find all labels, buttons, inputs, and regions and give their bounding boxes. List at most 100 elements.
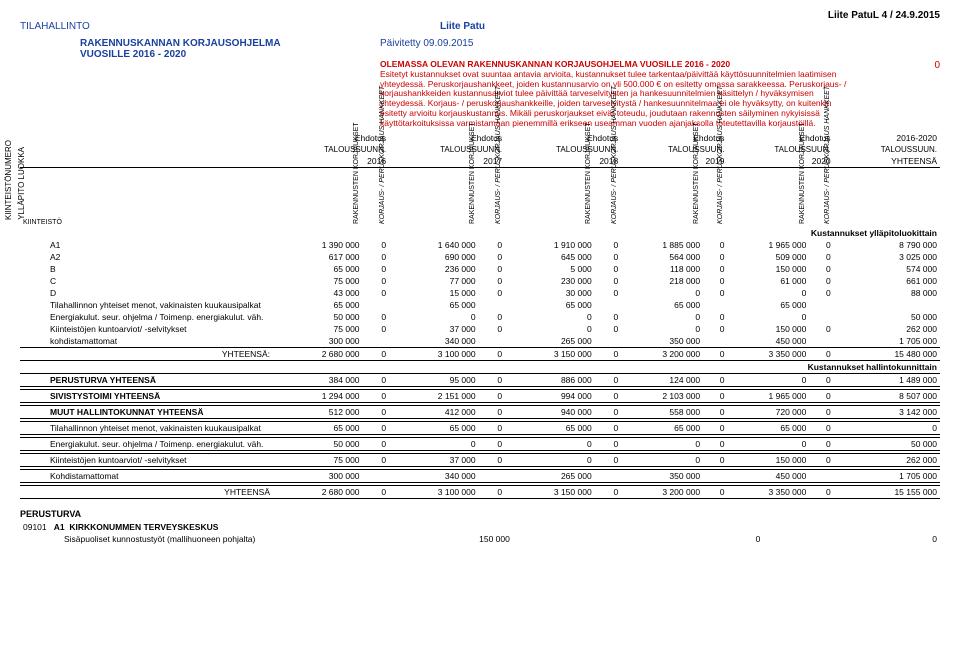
col-year-2018: 2018	[505, 155, 621, 168]
cell: 0	[363, 239, 390, 251]
row-label: B	[20, 263, 273, 275]
cell: 994 000	[505, 390, 595, 403]
cell: 0	[703, 374, 727, 387]
cell: 37 000	[389, 323, 479, 335]
cell: 150 000	[727, 263, 809, 275]
col-ehdotus-2019: Ehdotus	[621, 132, 727, 144]
cell: 3 100 000	[389, 486, 479, 499]
cell: 5 000	[505, 263, 595, 275]
cell: 1 640 000	[389, 239, 479, 251]
cell: 0	[621, 287, 703, 299]
cell: 0	[595, 348, 622, 361]
cell: 0	[479, 454, 506, 467]
cell: 262 000	[834, 454, 940, 467]
cell: 230 000	[505, 275, 595, 287]
cell: 0	[834, 422, 940, 435]
liite-label: Liite Patu	[440, 21, 485, 32]
cell: 30 000	[505, 287, 595, 299]
cell: 617 000	[273, 251, 363, 263]
cell	[550, 533, 587, 545]
cell: 350 000	[621, 335, 703, 348]
footer-sub: Sisäpuoliset kunnostustyöt (mallihuoneen…	[20, 533, 287, 545]
cell: 0	[703, 263, 727, 275]
cell: 0	[595, 406, 622, 419]
cell: 384 000	[273, 374, 363, 387]
cell: 65 000	[727, 422, 809, 435]
cell: 1 390 000	[273, 239, 363, 251]
cell	[660, 533, 697, 545]
cell: 88 000	[834, 287, 940, 299]
vlabel-yllapito: YLLÄPITO LUOKKA	[17, 147, 26, 220]
cell	[595, 299, 622, 311]
cell	[595, 470, 622, 483]
col-year-2020: 2020	[727, 155, 833, 168]
cell: 940 000	[505, 406, 595, 419]
subcol-kor-2018: KORJAUS- / PERUSKORJAUS HANKKEET	[611, 169, 618, 224]
cell: 0	[479, 263, 506, 275]
cell: 690 000	[389, 251, 479, 263]
cell: 0	[809, 323, 833, 335]
cell: 0	[727, 311, 809, 323]
cell	[809, 470, 833, 483]
cell: 1 965 000	[727, 239, 809, 251]
cell: 0	[703, 251, 727, 263]
row-label: YHTEENSÄ	[20, 486, 273, 499]
cell: 150 000	[287, 533, 513, 545]
cell: 0	[595, 390, 622, 403]
cell: 0	[389, 311, 479, 323]
cell: 0	[595, 454, 622, 467]
cell: 50 000	[273, 438, 363, 451]
description-block: OLEMASSA OLEVAN RAKENNUSKANNAN KORJAUSOH…	[380, 60, 860, 128]
section2-title: Kustannukset hallintokunnittain	[20, 361, 940, 374]
cell: 1 705 000	[834, 335, 940, 348]
row-label: PERUSTURVA YHTEENSÄ	[20, 374, 273, 387]
subcol-rak-2019: RAKENNUSTEN KORJAUKSET	[693, 169, 700, 224]
col-talous-2016: TALOUSSUUNN.	[273, 144, 389, 155]
cell: 0	[479, 390, 506, 403]
doc-ref: Liite PatuL 4 / 24.9.2015	[20, 10, 940, 21]
cell: 0	[363, 422, 390, 435]
col-talous-2020: TALOUSSUUN.	[727, 144, 833, 155]
cell: 0	[595, 311, 622, 323]
cell: 65 000	[505, 299, 595, 311]
cell: 75 000	[273, 454, 363, 467]
cell: 0	[595, 323, 622, 335]
cell: 0	[703, 390, 727, 403]
cell: 0	[621, 438, 703, 451]
cell: 0	[809, 275, 833, 287]
cell: 1 705 000	[834, 470, 940, 483]
cell: 0	[479, 486, 506, 499]
cell: 645 000	[505, 251, 595, 263]
cell: 150 000	[727, 454, 809, 467]
cell: 412 000	[389, 406, 479, 419]
cell	[809, 299, 833, 311]
cell: 2 680 000	[273, 348, 363, 361]
cell: 0	[479, 438, 506, 451]
cell: 65 000	[273, 263, 363, 275]
cell: 512 000	[273, 406, 363, 419]
subcol-kor-2020: KORJAUS- / PERUSKORJAUS HANKKEET	[824, 169, 831, 224]
cell: 720 000	[727, 406, 809, 419]
kiinteisto-label: KIINTEISTÖ	[20, 168, 273, 228]
cell: 574 000	[834, 263, 940, 275]
cell: 0	[505, 311, 595, 323]
cell: 75 000	[273, 275, 363, 287]
row-label: A2	[20, 251, 273, 263]
cell: 0	[809, 348, 833, 361]
subcol-rak-2016: RAKENNUSTEN KORJAUKSET	[353, 169, 360, 224]
cell: 0	[703, 239, 727, 251]
cell: 118 000	[621, 263, 703, 275]
row-label: Kohdistamattomat	[20, 470, 273, 483]
cell: 0	[595, 287, 622, 299]
cell: 75 000	[273, 323, 363, 335]
row-label: Energiakulut. seur. ohjelma / Toimenp. e…	[20, 311, 273, 323]
row-label: D	[20, 287, 273, 299]
cell: 0	[809, 263, 833, 275]
cell: 0	[874, 533, 940, 545]
cell: 3 150 000	[505, 486, 595, 499]
cell	[624, 533, 661, 545]
cell: 450 000	[727, 335, 809, 348]
cell: 50 000	[834, 311, 940, 323]
cell: 300 000	[273, 335, 363, 348]
cell: 0	[703, 287, 727, 299]
